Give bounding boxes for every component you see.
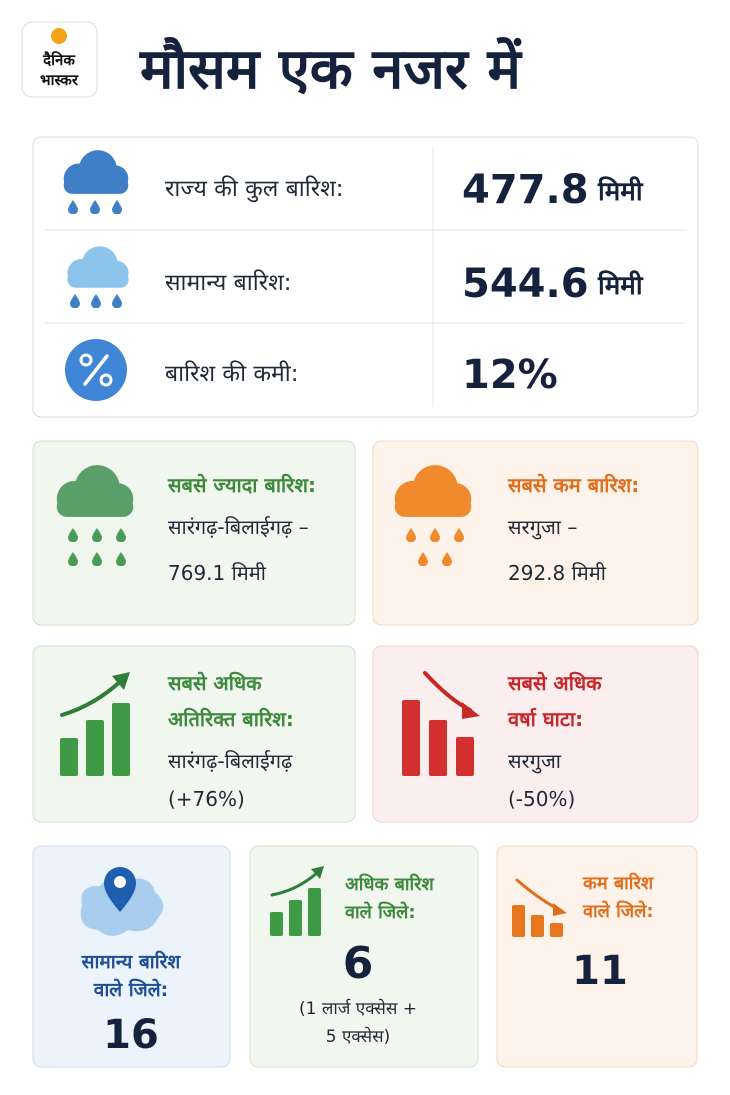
- location-icon-part: [104, 867, 136, 912]
- growth-icon: [270, 866, 324, 936]
- card-box: [372, 645, 699, 823]
- district-note: 5 एक्सेस): [326, 1026, 390, 1047]
- logo-text: भास्कर: [40, 71, 79, 89]
- decline-icon-part: [512, 905, 525, 937]
- summary-label: बारिश की कमी:: [165, 360, 298, 387]
- summary-value: 12%: [462, 352, 558, 398]
- logo-box: [21, 21, 98, 98]
- district-label: सामान्य बारिश: [81, 950, 182, 973]
- summary-unit: मिमी: [597, 176, 644, 207]
- district-label: अधिक बारिश: [345, 873, 435, 895]
- district-label: वाले जिले:: [582, 900, 654, 922]
- growth-icon-part: [112, 703, 130, 776]
- growth-icon-part: [60, 738, 78, 776]
- logo-sun: [51, 28, 67, 44]
- decline-icon: [402, 671, 480, 776]
- district-label: वाले जिले:: [344, 901, 416, 923]
- summary-label: राज्य की कुल बारिश:: [165, 175, 344, 203]
- card-title: वर्षा घाटा:: [507, 707, 583, 731]
- district-note: (1 लार्ज एक्सेस +: [299, 998, 417, 1019]
- growth-icon-part: [311, 866, 324, 879]
- card-title: सबसे ज्यादा बारिश:: [167, 473, 316, 497]
- decline-icon-part: [462, 702, 480, 719]
- district-label: कम बारिश: [582, 872, 654, 894]
- card-title: सबसे कम बारिश:: [507, 473, 639, 497]
- card-value: (+76%): [168, 787, 245, 811]
- card-value: 292.8 मिमी: [508, 561, 607, 585]
- title: मौसम एक नजर में: [139, 36, 523, 102]
- decline-icon-part: [402, 700, 420, 776]
- district-count: 16: [103, 1012, 159, 1058]
- card-value: 769.1 मिमी: [168, 561, 267, 585]
- district-label: वाले जिले:: [93, 978, 168, 1001]
- card-title: अतिरिक्त बारिश:: [168, 707, 294, 731]
- growth-icon-part: [270, 912, 283, 936]
- card-value: (-50%): [508, 787, 575, 811]
- decline-icon-part: [553, 903, 567, 916]
- district-count: 6: [343, 938, 374, 989]
- summary-value: 477.8: [462, 167, 589, 213]
- card-title: सबसे अधिक: [507, 671, 603, 695]
- card-place: सरगुजा: [508, 749, 562, 774]
- card-box: [32, 645, 356, 823]
- card-place: सारंगढ़-बिलाईगढ़: [168, 749, 293, 773]
- summary-value: 544.6: [462, 261, 589, 307]
- card-place: सारंगढ़-बिलाईगढ़ –: [168, 515, 309, 539]
- growth-icon-part: [86, 720, 104, 776]
- decline-icon-part: [429, 720, 447, 776]
- card-place: सरगुजा –: [508, 515, 577, 540]
- location-icon-part: [114, 876, 126, 888]
- decline-icon-part: [531, 915, 544, 937]
- decline-icon: [512, 878, 567, 937]
- decline-icon-part: [456, 737, 474, 776]
- district-box: [249, 845, 479, 1068]
- summary-unit: मिमी: [597, 270, 644, 301]
- logo-text: दैनिक: [42, 51, 76, 69]
- growth-icon-part: [60, 678, 124, 717]
- growth-icon-part: [289, 900, 302, 936]
- decline-icon-part: [550, 923, 563, 937]
- percent-icon-part: [99, 373, 113, 387]
- growth-icon: [60, 672, 130, 776]
- percent-icon-part: [79, 353, 93, 367]
- growth-icon-part: [308, 888, 321, 936]
- location-icon: [80, 867, 164, 936]
- percent-icon-part: [83, 354, 109, 386]
- growth-icon-part: [270, 870, 320, 897]
- growth-icon-part: [112, 672, 130, 690]
- percent-icon: [65, 339, 127, 401]
- summary-box: [32, 136, 699, 418]
- card-title: सबसे अधिक: [167, 671, 263, 695]
- district-count: 11: [572, 948, 628, 994]
- summary-label: सामान्य बारिश:: [165, 269, 292, 296]
